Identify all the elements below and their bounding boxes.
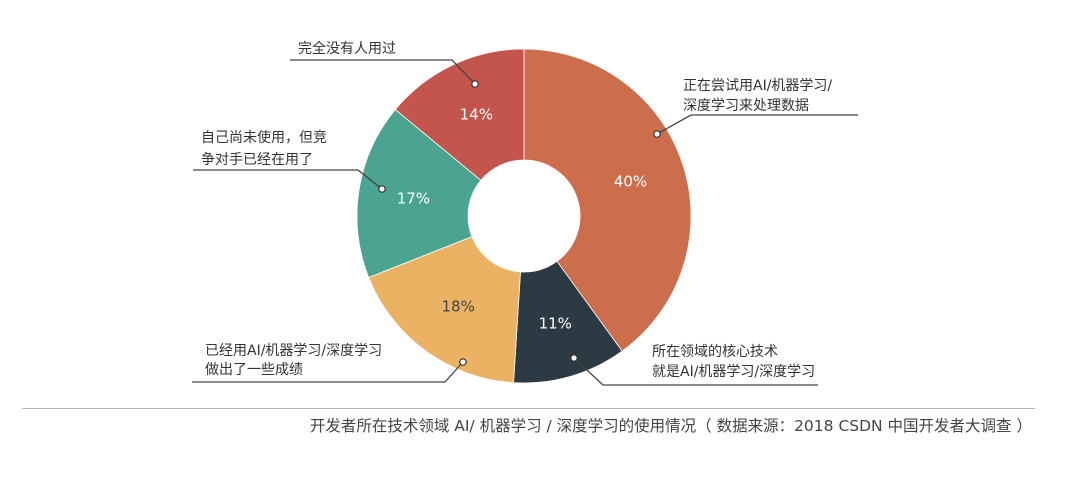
leader-line-3: [192, 361, 464, 383]
leader-line-5: [290, 59, 476, 85]
leader-line-2: [573, 357, 818, 386]
leader-dot-4: [378, 185, 386, 193]
slice-percent-2: 11%: [539, 315, 572, 333]
leader-line-1: [656, 114, 858, 135]
slice-label-3-line-2: 做出了一些成绩: [205, 362, 303, 378]
leader-lines: [192, 59, 858, 386]
chart-caption: 开发者所在技术领域 AI/ 机器学习 / 深度学习的使用情况（ 数据来源：201…: [309, 417, 1032, 435]
slice-percent-1: 40%: [614, 172, 647, 190]
leader-dot-3: [459, 358, 467, 366]
leader-line-4: [193, 169, 383, 190]
donut-slice-4: [356, 108, 482, 278]
leader-dot-2: [570, 354, 578, 362]
slice-label-3-line-1: 已经用AI/机器学习/深度学习: [205, 343, 382, 359]
slice-label-4-line-2: 争对手已经在用了: [201, 152, 313, 168]
donut-slice-1: [523, 48, 692, 352]
caption-divider: [22, 408, 1035, 409]
slice-labels: 正在尝试用AI/机器学习/深度学习来处理数据所在领域的核心技术就是AI/机器学习…: [201, 40, 832, 380]
leader-dot-1: [653, 130, 661, 138]
donut-slice-5: [394, 48, 525, 181]
donut-slices: [356, 48, 692, 384]
donut-slice-3: [368, 236, 521, 384]
slice-label-5-line-1: 完全没有人用过: [298, 40, 396, 57]
leader-dot-5: [471, 80, 479, 88]
slice-percent-4: 17%: [397, 189, 430, 207]
slice-percent-5: 14%: [460, 106, 493, 124]
slice-label-1-line-1: 正在尝试用AI/机器学习/: [683, 78, 832, 94]
slice-label-1-line-2: 深度学习来处理数据: [683, 98, 809, 114]
slice-percent-3: 18%: [441, 298, 474, 316]
slice-label-4-line-1: 自己尚未使用，但竞: [201, 129, 327, 146]
slice-label-2-line-1: 所在领域的核心技术: [652, 344, 778, 360]
percentage-labels: 40% 11% 18% 17% 14%: [397, 106, 647, 333]
slice-label-2-line-2: 就是AI/机器学习/深度学习: [652, 364, 815, 380]
